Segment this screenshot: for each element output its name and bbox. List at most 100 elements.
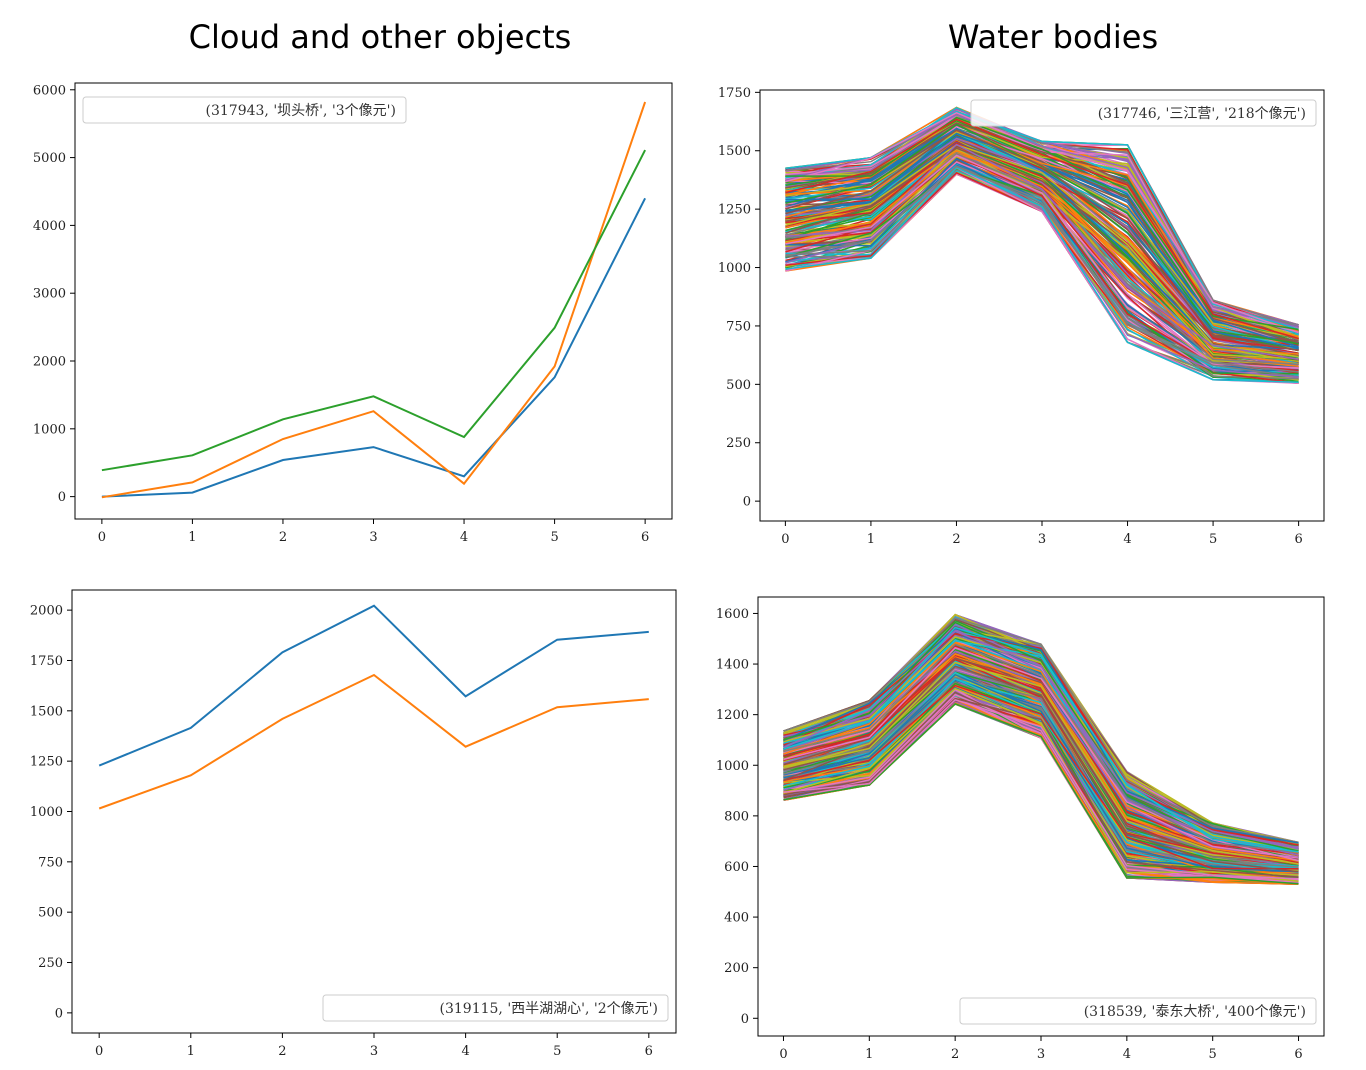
x-tick-label: 0 bbox=[95, 1044, 103, 1059]
y-tick-label: 1500 bbox=[30, 704, 63, 719]
bundle-line-374 bbox=[783, 657, 1299, 864]
legend-box bbox=[322, 994, 669, 1022]
x-tick-label: 1 bbox=[865, 1047, 873, 1062]
bundle-line-351 bbox=[783, 635, 1299, 855]
y-tick-label: 1750 bbox=[30, 654, 63, 669]
plot-area bbox=[98, 604, 649, 810]
x-tick-label: 2 bbox=[952, 532, 960, 547]
legend-label: (317746, '三江营', '218个像元') bbox=[1098, 106, 1306, 122]
legend: (318539, '泰东大桥', '400个像元') bbox=[959, 997, 1317, 1025]
y-tick-label: 250 bbox=[38, 956, 63, 971]
y-tick-label: 200 bbox=[724, 961, 749, 976]
y-tick-label: 0 bbox=[58, 490, 66, 505]
bundle-line-376 bbox=[783, 697, 1299, 878]
y-tick-label: 3000 bbox=[33, 287, 66, 302]
x-tick-label: 2 bbox=[951, 1047, 959, 1062]
y-tick-label: 800 bbox=[724, 809, 749, 824]
legend-box bbox=[82, 96, 407, 124]
y-tick-label: 400 bbox=[724, 911, 749, 926]
y-tick-label: 0 bbox=[741, 1012, 749, 1027]
x-tick-label: 6 bbox=[645, 1044, 653, 1059]
right-column-title: Water bodies bbox=[947, 18, 1159, 56]
bundle-line-389 bbox=[783, 636, 1299, 851]
x-tick-label: 5 bbox=[550, 530, 558, 545]
bundle-line-394 bbox=[783, 684, 1299, 870]
bundle-line-399 bbox=[783, 661, 1299, 865]
x-tick-label: 5 bbox=[1209, 532, 1217, 547]
axes-frame bbox=[74, 82, 673, 520]
bundle-line-387 bbox=[783, 698, 1299, 880]
y-tick-label: 1200 bbox=[716, 708, 749, 723]
bundle-line-211 bbox=[785, 127, 1299, 349]
bundle-line-391 bbox=[783, 627, 1299, 844]
y-tick-label: 1250 bbox=[30, 755, 63, 770]
x-tick-label: 5 bbox=[553, 1044, 561, 1059]
bundle-line-383 bbox=[783, 703, 1299, 885]
bundle-line-398 bbox=[783, 643, 1299, 853]
bundle-line-198 bbox=[785, 166, 1299, 378]
bundle-line-214 bbox=[785, 118, 1299, 340]
x-tick-label: 1 bbox=[187, 1044, 195, 1059]
x-tick-label: 4 bbox=[1123, 532, 1131, 547]
series-line-1 bbox=[98, 604, 649, 767]
y-tick-label: 6000 bbox=[33, 83, 66, 98]
chart-4: 0 1 2 3 4 5 6 0 200 400 600 800 1000 1200 1400 1600 (318… bbox=[716, 596, 1325, 1062]
bundle-line-217 bbox=[785, 154, 1299, 369]
x-tick-label: 0 bbox=[779, 1047, 787, 1062]
y-tick-label: 5000 bbox=[33, 151, 66, 166]
bundle-line-392 bbox=[783, 653, 1299, 862]
legend: (317943, '坝头桥', '3个像元') bbox=[82, 96, 407, 124]
y-tick-label: 600 bbox=[724, 860, 749, 875]
x-tick-label: 4 bbox=[460, 530, 468, 545]
legend: (319115, '西半湖湖心', '2个像元') bbox=[322, 994, 669, 1022]
y-tick-label: 1000 bbox=[33, 422, 66, 437]
legend-box bbox=[970, 99, 1317, 127]
y-tick-label: 500 bbox=[726, 378, 751, 393]
y-tick-label: 0 bbox=[55, 1006, 63, 1021]
y-tick-label: 1000 bbox=[30, 805, 63, 820]
bundle-line-218 bbox=[785, 165, 1299, 373]
bundle-line-216 bbox=[785, 129, 1299, 352]
bundle-line-182 bbox=[785, 149, 1299, 355]
bundle-line-388 bbox=[783, 617, 1299, 844]
x-tick-label: 0 bbox=[781, 532, 789, 547]
y-tick-label: 250 bbox=[726, 436, 751, 451]
plot-area bbox=[785, 106, 1299, 384]
legend-label: (318539, '泰东大桥', '400个像元') bbox=[1084, 1004, 1306, 1020]
chart-2: 0 1 2 3 4 5 6 0 250 500 750 1000 1250 1500 1750 (317746… bbox=[718, 86, 1325, 547]
bundle-line-210 bbox=[785, 166, 1299, 384]
y-tick-label: 500 bbox=[38, 906, 63, 921]
legend-label: (317943, '坝头桥', '3个像元') bbox=[206, 103, 396, 119]
bundle-line-207 bbox=[785, 111, 1299, 334]
x-tick-label: 3 bbox=[370, 1044, 378, 1059]
x-tick-label: 1 bbox=[867, 532, 875, 547]
bundle-line-196 bbox=[785, 147, 1299, 361]
bundle-line-384 bbox=[783, 632, 1299, 846]
series-line-2 bbox=[101, 101, 647, 499]
y-tick-label: 1000 bbox=[718, 261, 751, 276]
y-tick-label: 1250 bbox=[718, 203, 751, 218]
y-tick-label: 2000 bbox=[30, 604, 63, 619]
legend-box bbox=[959, 997, 1317, 1025]
y-tick-label: 1500 bbox=[718, 144, 751, 159]
y-tick-label: 1400 bbox=[716, 658, 749, 673]
x-tick-label: 3 bbox=[369, 530, 377, 545]
y-tick-label: 0 bbox=[743, 495, 751, 510]
bundle-line-400 bbox=[783, 626, 1299, 853]
axes-frame bbox=[71, 589, 677, 1034]
y-tick-label: 1600 bbox=[716, 607, 749, 622]
chart-1: 0 1 2 3 4 5 6 0 1000 2000 3000 4000 5000 6000 (317943,… bbox=[33, 82, 673, 545]
bundle-line-215 bbox=[785, 143, 1299, 360]
y-tick-label: 750 bbox=[38, 855, 63, 870]
x-tick-label: 4 bbox=[461, 1044, 469, 1059]
x-tick-label: 6 bbox=[641, 530, 649, 545]
x-tick-label: 6 bbox=[1294, 1047, 1302, 1062]
bundle-line-396 bbox=[783, 665, 1299, 873]
bundle-line-206 bbox=[785, 122, 1299, 344]
left-column-title: Cloud and other objects bbox=[188, 18, 572, 56]
legend: (317746, '三江营', '218个像元') bbox=[970, 99, 1317, 127]
x-tick-label: 1 bbox=[188, 530, 196, 545]
bundle-line-395 bbox=[783, 630, 1299, 850]
bundle-line-192 bbox=[785, 152, 1299, 367]
